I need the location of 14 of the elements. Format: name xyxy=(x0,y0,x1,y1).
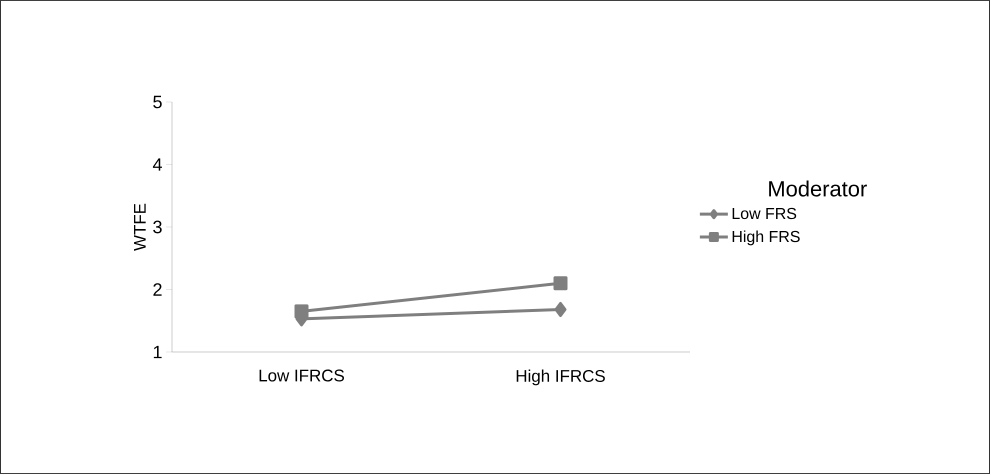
legend-label: Low FRS xyxy=(732,208,796,220)
y-tick-label: 2 xyxy=(153,283,162,296)
y-axis-title: WTFE xyxy=(134,204,146,251)
point xyxy=(294,304,309,318)
y-tick-label: 1 xyxy=(154,346,162,358)
y-tick-label: 5 xyxy=(153,96,162,108)
x-tick-label: High IFRCS xyxy=(516,370,605,386)
y-tick-label: 3 xyxy=(153,220,162,234)
legend-label: High FRS xyxy=(732,230,800,246)
point xyxy=(554,302,567,317)
y-tick-label: 4 xyxy=(152,158,162,171)
point xyxy=(554,276,568,290)
legend-title: Moderator xyxy=(769,180,867,197)
x-tick-label: Low IFRCS xyxy=(260,370,344,382)
